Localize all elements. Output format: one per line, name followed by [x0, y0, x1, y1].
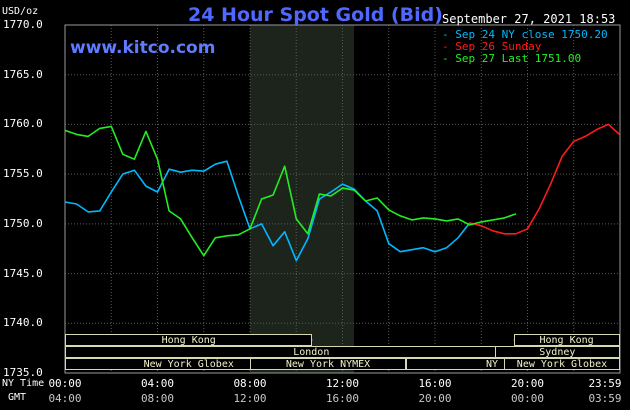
- x-tick-label-ny: 16:00: [418, 377, 452, 390]
- x-tick-label-ny: 00:00: [48, 377, 82, 390]
- x-tick-label-gmt: 08:00: [140, 392, 175, 405]
- plot-border: [64, 24, 621, 374]
- chart-title: 24 Hour Spot Gold (Bid): [188, 4, 443, 26]
- y-tick-label: 1735.0: [3, 366, 43, 379]
- y-tick-label: 1760.0: [3, 117, 43, 131]
- session-band: Hong Kong: [65, 334, 313, 346]
- x-tick-label-ny: 23:59: [588, 377, 622, 390]
- gmt-row-label: GMT: [8, 392, 27, 403]
- session-band: Hong Kong: [513, 334, 620, 346]
- y-tick-label: 1765.0: [3, 67, 43, 81]
- y-tick-label: 1740.0: [3, 316, 43, 330]
- x-tick-label-gmt: 04:00: [48, 392, 82, 405]
- legend-item: - Sep 26 Sunday: [442, 40, 542, 53]
- y-tick-label: 1755.0: [3, 167, 43, 181]
- series-lines: [64, 123, 621, 262]
- legend-item: - Sep 27 Last 1751.00: [442, 52, 582, 65]
- y-tick-label: 1745.0: [3, 266, 43, 280]
- x-tick-label-gmt: 16:00: [325, 392, 360, 405]
- y-tick-label: 1750.0: [3, 216, 43, 230]
- series-line: [64, 160, 471, 262]
- x-tick-label-ny: 20:00: [510, 377, 545, 390]
- highlight-region: [250, 25, 355, 373]
- x-tick-label-gmt: 00:00: [510, 392, 545, 405]
- site-label[interactable]: www.kitco.com: [70, 38, 216, 58]
- x-tick-label-ny: 08:00: [233, 377, 267, 390]
- session-band: New York NYMEX: [250, 358, 407, 370]
- x-tick-label-gmt: 03:59: [588, 392, 622, 405]
- session-band: London: [65, 346, 558, 358]
- session-band: Sydney: [495, 346, 620, 358]
- legend-item: - Sep 24 NY close 1750.20: [442, 28, 608, 41]
- legend-date: September 27, 2021 18:53: [442, 12, 616, 26]
- x-tick-label-ny: 04:00: [140, 377, 175, 390]
- x-tick-label-gmt: 12:00: [233, 392, 267, 405]
- highlighted-time-region: [250, 25, 355, 373]
- x-tick-label-gmt: 20:00: [418, 392, 452, 405]
- plot-frame: [64, 24, 621, 374]
- series-line: [64, 125, 517, 257]
- y-unit-label: USD/oz: [2, 6, 39, 17]
- session-band: New York Globex: [504, 358, 620, 370]
- series-line: [469, 123, 621, 235]
- ny-time-row-label: NY Time: [2, 378, 45, 389]
- y-tick-label: 1770.0: [3, 18, 43, 31]
- x-tick-label-ny: 12:00: [325, 377, 360, 390]
